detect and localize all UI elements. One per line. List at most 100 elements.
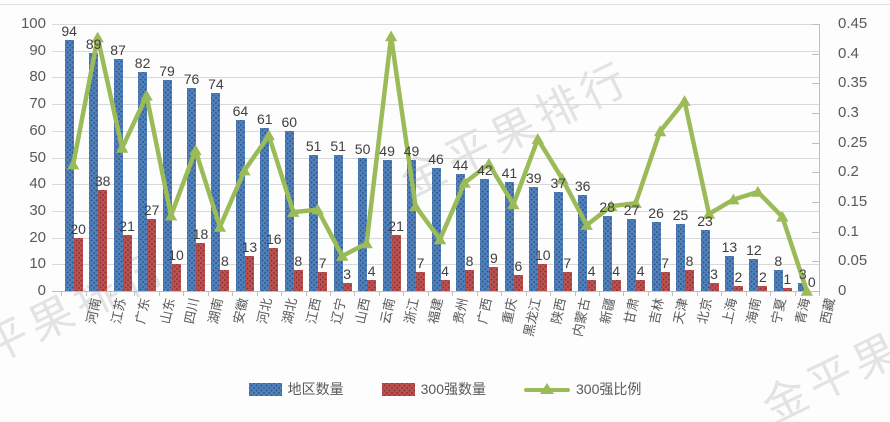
- y-axis-right-tick-label: 0.25: [838, 133, 868, 151]
- bar-top300-count: [709, 283, 719, 291]
- data-label-top300-count: 20: [70, 220, 86, 237]
- x-axis-tick: [403, 291, 405, 296]
- x-axis-category-label: 上海: [719, 296, 740, 326]
- bar-region-count: [504, 181, 514, 291]
- bar-top300-count: [98, 189, 108, 291]
- data-label-top300-count: 10: [168, 247, 184, 264]
- data-label-top300-count: 9: [489, 250, 498, 266]
- data-label-region-count: 41: [501, 164, 518, 181]
- y-axis-left-tick-label: 70: [29, 95, 46, 113]
- bar-top300-count: [122, 234, 132, 291]
- x-axis-tick: [109, 291, 111, 296]
- bar-top300-count: [538, 264, 548, 291]
- data-label-top300-count: 7: [416, 255, 425, 272]
- y-axis-left-tick-label: 100: [20, 15, 46, 32]
- x-axis-category-label: 四川: [181, 296, 202, 326]
- data-label-region-count: 87: [110, 41, 126, 58]
- bar-top300-count: [685, 269, 694, 291]
- bar-region-count: [529, 186, 539, 291]
- data-label-top300-count: 8: [465, 252, 474, 269]
- data-label-region-count: 76: [183, 71, 200, 88]
- data-label-top300-count: 10: [535, 247, 551, 264]
- bar-region-count: [480, 178, 490, 291]
- data-label-top300-count: 38: [94, 172, 111, 189]
- data-label-region-count: 51: [330, 137, 346, 154]
- y-axis-right-tick-label: 0.15: [838, 193, 868, 210]
- x-axis-tick: [158, 291, 160, 296]
- bar-region-count: [138, 72, 148, 291]
- x-axis-category-label: 黑龙江: [521, 296, 544, 338]
- data-label-region-count: 49: [379, 143, 395, 160]
- x-axis-tick: [207, 291, 209, 296]
- data-label-top300-count: 2: [734, 268, 743, 285]
- x-axis-category-label: 山西: [352, 296, 373, 326]
- data-label-top300-count: 4: [636, 263, 645, 280]
- x-axis-category-label: 内蒙古: [570, 296, 593, 338]
- x-axis-category-label: 江苏: [108, 296, 129, 326]
- data-label-top300-count: 6: [514, 258, 523, 274]
- bar-top300-count: [733, 285, 743, 291]
- x-axis-tick: [550, 291, 551, 296]
- data-label-top300-count: 18: [192, 225, 209, 242]
- bar-top300-count: [342, 283, 352, 291]
- bar-top300-count: [391, 234, 401, 291]
- x-axis-category-label: 安徽: [230, 296, 251, 326]
- data-label-region-count: 26: [648, 204, 664, 221]
- bar-top300-count: [489, 267, 499, 291]
- data-label-top300-count: 16: [266, 231, 282, 248]
- data-label-top300-count: 8: [294, 252, 303, 269]
- bar-top300-count: [220, 269, 230, 291]
- legend-swatch-blue-bar: [248, 382, 282, 396]
- y-axis-right-tick-label: 0.45: [838, 15, 868, 32]
- x-axis-tick: [525, 291, 527, 296]
- bar-top300-count: [660, 272, 670, 291]
- y-axis-left-tick-label: 90: [29, 41, 46, 59]
- data-label-top300-count: 8: [685, 252, 694, 269]
- triangle-marker-icon: [540, 382, 554, 394]
- bar-top300-count: [318, 272, 328, 291]
- y-axis-left-tick-label: 0: [37, 282, 46, 299]
- y-axis-right-tick-label: 0.4: [838, 44, 859, 62]
- data-label-top300-count: 4: [612, 263, 621, 280]
- x-axis-tick: [623, 291, 625, 296]
- line-marker: [776, 210, 789, 222]
- y-axis-right-tick-label: 0.35: [838, 74, 868, 92]
- y-axis-right-tick: [812, 113, 819, 114]
- bar-top300-count: [416, 272, 425, 291]
- data-label-top300-count: 7: [563, 255, 572, 272]
- x-axis-tick: [721, 291, 723, 296]
- bar-top300-count: [465, 269, 474, 291]
- x-axis-tick: [647, 291, 649, 296]
- x-axis-tick: [745, 291, 747, 296]
- data-label-top300-count: 27: [143, 201, 160, 218]
- data-label-region-count: 44: [452, 156, 469, 173]
- data-label-region-count: 89: [85, 36, 102, 53]
- bar-top300-count: [611, 280, 621, 291]
- y-axis-right-tick: [812, 231, 819, 233]
- data-label-top300-count: 7: [661, 255, 669, 272]
- data-label-top300-count: 1: [783, 271, 792, 288]
- x-axis-tick: [476, 291, 478, 296]
- x-axis-tick: [183, 291, 185, 296]
- y-axis-left-tick-label: 10: [29, 255, 46, 273]
- data-label-region-count: 39: [526, 169, 542, 186]
- y-axis-left-tick-label: 20: [29, 228, 46, 246]
- y-axis-right-tick: [812, 53, 819, 55]
- x-axis-tick: [770, 291, 772, 296]
- data-label-top300-count: 3: [710, 266, 718, 282]
- x-axis-tick: [598, 291, 600, 296]
- bar-top300-count: [73, 237, 83, 291]
- data-label-top300-count: 7: [318, 255, 327, 272]
- data-label-top300-count: 21: [388, 217, 404, 234]
- data-label-region-count: 50: [354, 140, 371, 157]
- x-axis-category-label: 湖南: [206, 296, 227, 326]
- x-axis-category-label: 福建: [426, 296, 447, 326]
- x-axis-category-label: 山东: [157, 296, 178, 326]
- x-axis-category-label: 北京: [695, 296, 716, 326]
- x-axis-tick: [501, 291, 503, 296]
- bar-top300-count: [440, 280, 450, 291]
- data-label-top300-count: 13: [241, 239, 258, 256]
- x-axis-tick: [794, 291, 796, 296]
- x-axis-category-label: 河南: [83, 296, 104, 326]
